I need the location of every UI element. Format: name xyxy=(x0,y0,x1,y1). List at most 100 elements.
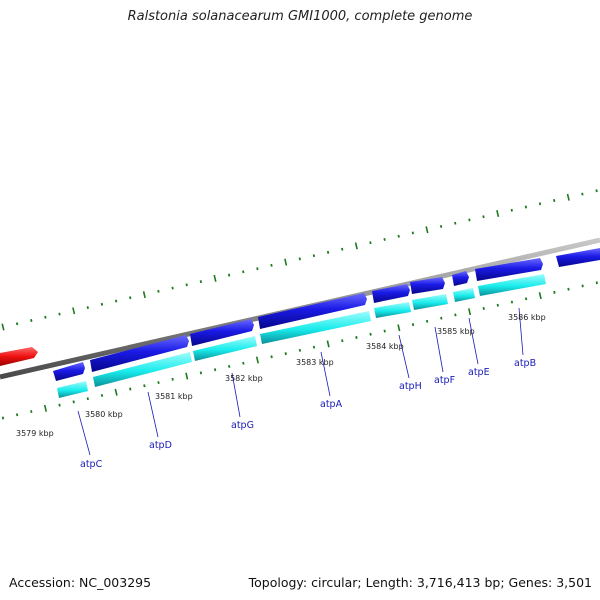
minor-tick xyxy=(482,306,485,311)
cds-atpD xyxy=(93,352,192,387)
minor-tick xyxy=(440,316,443,320)
minor-tick xyxy=(524,297,528,301)
gene-atpA[interactable] xyxy=(258,293,367,329)
minor-tick xyxy=(270,263,273,267)
gene-label-atpA[interactable]: atpA xyxy=(320,399,343,410)
major-tick xyxy=(354,242,358,250)
minor-tick xyxy=(284,352,287,356)
major-tick xyxy=(142,291,146,299)
gene-atpC[interactable] xyxy=(53,362,85,381)
minor-tick xyxy=(454,221,457,225)
gene-label-connectors xyxy=(77,307,524,456)
minor-tick xyxy=(595,189,598,193)
major-tick xyxy=(468,308,472,316)
gene-atpF[interactable] xyxy=(410,277,445,294)
minor-tick xyxy=(86,397,89,401)
minor-tick xyxy=(524,205,528,209)
minor-tick xyxy=(30,318,33,323)
gene-label-atpH[interactable]: atpH xyxy=(399,381,422,392)
gene-atpG[interactable] xyxy=(190,319,254,346)
minor-tick xyxy=(213,368,217,372)
gene-label-atpE[interactable]: atpE xyxy=(468,367,490,378)
gene-atpH[interactable] xyxy=(372,284,410,303)
minor-tick xyxy=(567,287,570,291)
minor-tick xyxy=(242,270,245,274)
minor-tick xyxy=(341,339,344,343)
connector-atpC xyxy=(77,410,91,456)
gene-label-atpD[interactable]: atpD xyxy=(149,440,172,451)
scale-labels: 3579 kbp 3580 kbp 3581 kbp 3582 kbp 3583… xyxy=(16,313,546,438)
gene-atpD[interactable] xyxy=(90,335,189,372)
connector-atpA xyxy=(320,351,331,397)
accession-label: Accession: NC_003295 xyxy=(9,575,152,590)
minor-tick xyxy=(86,306,89,310)
minor-tick xyxy=(538,202,542,206)
minor-tick xyxy=(298,257,301,261)
minor-tick xyxy=(100,393,104,397)
minor-tick xyxy=(454,313,457,317)
major-tick xyxy=(43,404,47,412)
minor-tick xyxy=(242,361,245,365)
minor-tick xyxy=(510,300,514,304)
upper-tick-track xyxy=(1,189,598,331)
scale-label: 3584 kbp xyxy=(366,342,404,351)
minor-tick xyxy=(171,286,174,290)
minor-tick xyxy=(411,231,414,235)
major-tick xyxy=(185,372,189,380)
major-tick xyxy=(114,388,118,396)
connector-atpG xyxy=(231,372,241,418)
major-tick xyxy=(538,292,542,300)
scale-label: 3582 kbp xyxy=(225,374,263,383)
minor-tick xyxy=(1,416,5,420)
scale-label: 3579 kbp xyxy=(16,429,54,438)
minor-tick xyxy=(58,403,61,407)
gene-label-atpF[interactable]: atpF xyxy=(434,375,455,386)
major-tick xyxy=(425,226,429,234)
minor-tick xyxy=(270,355,273,359)
major-tick xyxy=(213,274,217,282)
minor-tick xyxy=(58,312,61,316)
cds-atpF xyxy=(412,294,448,310)
gene-label-atpC[interactable]: atpC xyxy=(80,459,103,470)
minor-tick xyxy=(114,299,118,303)
minor-tick xyxy=(553,290,556,294)
minor-tick xyxy=(496,303,499,307)
connector-atpD xyxy=(147,391,159,438)
major-tick xyxy=(566,193,570,201)
gene-atpB[interactable] xyxy=(475,258,543,281)
minor-tick xyxy=(326,250,330,254)
scale-label: 3580 kbp xyxy=(85,410,123,419)
minor-tick xyxy=(468,218,471,222)
minor-tick xyxy=(425,319,429,323)
minor-tick xyxy=(369,332,372,336)
connector-atpB xyxy=(518,307,524,356)
gene-track xyxy=(53,248,600,381)
minor-tick xyxy=(312,254,316,258)
major-tick xyxy=(496,210,500,217)
minor-tick xyxy=(44,315,47,319)
major-tick xyxy=(284,258,288,266)
gene-label-atpG[interactable]: atpG xyxy=(231,420,254,431)
connector-atpH xyxy=(398,334,410,379)
minor-tick xyxy=(199,280,202,284)
minor-tick xyxy=(581,192,584,196)
major-tick xyxy=(1,323,5,331)
minor-tick xyxy=(397,234,400,238)
other-feature-arrow xyxy=(0,347,38,366)
minor-tick xyxy=(15,322,19,326)
gene-label-atpB[interactable]: atpB xyxy=(514,358,536,369)
minor-tick xyxy=(581,284,584,288)
genome-stats-label: Topology: circular; Length: 3,716,413 bp… xyxy=(248,575,592,590)
cds-atpA xyxy=(260,311,371,344)
major-tick xyxy=(72,307,76,315)
minor-tick xyxy=(157,289,160,293)
minor-tick xyxy=(157,381,160,385)
gene-atpE[interactable] xyxy=(452,271,469,286)
minor-tick xyxy=(171,377,174,381)
minor-tick xyxy=(30,410,33,414)
map-title: Ralstonia solanacearum GMI1000, complete… xyxy=(127,9,473,24)
minor-tick xyxy=(256,267,259,271)
minor-tick xyxy=(100,302,104,306)
scale-label: 3581 kbp xyxy=(155,392,193,401)
